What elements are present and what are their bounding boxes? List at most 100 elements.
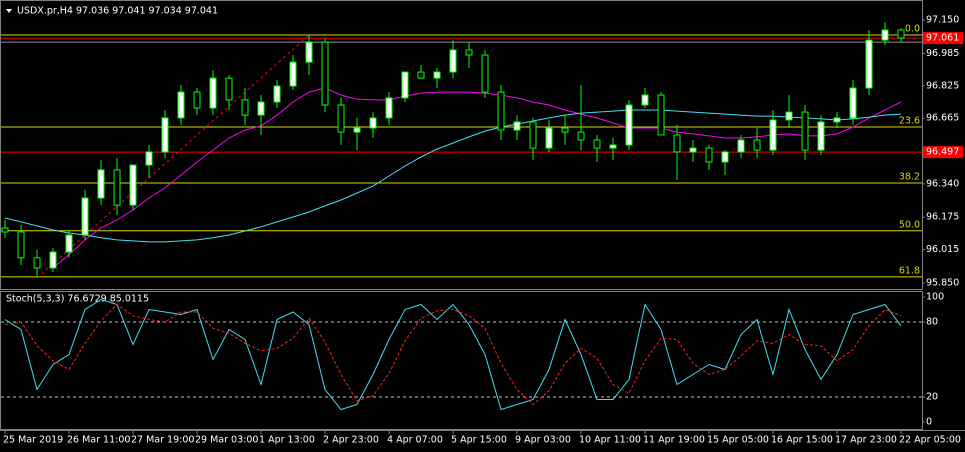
candle-body [817,121,825,151]
candle-body [33,257,41,269]
fib-label: 38.2 [899,172,920,183]
fib-label: 50.0 [899,219,920,230]
y-tick-label: 96.015 [926,244,959,255]
candle-body [641,94,649,106]
candle-body [657,94,665,136]
candle-body [81,197,89,236]
candle-body [193,91,201,109]
candle-body [305,41,313,63]
candle-body [289,61,297,87]
x-tick-label: 11 Apr 19:00 [643,435,705,446]
candle-body [177,91,185,119]
series-line [4,298,902,411]
x-tick-label: 15 Apr 05:00 [707,435,769,446]
candle-body [49,251,57,269]
x-tick-label: 25 Mar 2019 [3,435,63,446]
price-label-box [923,146,963,159]
price-label: 96.497 [926,147,959,158]
candle-body [97,169,105,199]
y-tick-label: 96.825 [926,80,959,91]
candle-body [753,139,761,151]
x-tick-label: 2 Apr 23:00 [323,435,379,446]
candle-body [433,71,441,79]
candle-body [769,119,777,151]
candle-body [449,49,457,73]
fib-label: 61.8 [899,265,920,276]
series-line [52,87,902,269]
candle-body [129,164,137,206]
series-line [4,303,902,406]
candle-body [545,127,553,149]
x-tick-label: 22 Apr 05:00 [899,435,961,446]
x-tick-label: 16 Apr 15:00 [771,435,833,446]
candle-body [529,121,537,149]
fib-label: 23.6 [899,116,920,127]
y-tick-label: 20 [926,392,938,403]
candle-body [785,111,793,121]
candle-body [609,144,617,149]
candle-body [561,127,569,133]
candle-body [369,117,377,129]
fib-label: 0.0 [905,24,920,35]
candle-body [257,101,265,116]
chart-title: USDX.pr,H4 97.036 97.041 97.034 97.041 [17,6,218,17]
candle-body [593,139,601,149]
candle-body [65,234,73,253]
y-tick-label: 96.175 [926,212,959,223]
candle-body [321,41,329,106]
candle-body [705,147,713,163]
candle-body [801,111,809,151]
candle-body [353,127,361,133]
candle-body [465,49,473,56]
x-tick-label: 1 Apr 13:00 [259,435,315,446]
candle-body [497,91,505,131]
fib-trend [36,34,310,279]
candle-body [721,151,729,163]
candle-body [625,104,633,146]
y-tick-label: 97.150 [926,15,959,26]
x-tick-label: 27 Mar 19:00 [131,435,194,446]
candle-body [673,134,681,153]
stoch-title: Stoch(5,3,3) 76.6729 85.0115 [6,294,149,305]
candle-body [401,71,409,99]
series-line [4,109,902,243]
candle-body [865,39,873,89]
x-tick-label: 9 Apr 03:00 [515,435,571,446]
y-tick-label: 96.665 [926,113,959,124]
candle-body [689,147,697,153]
y-tick-label: 100 [926,292,944,303]
candle-body [481,54,489,93]
collapse-icon[interactable] [6,9,12,13]
candle-body [385,97,393,119]
candle-body [273,85,281,103]
candle-body [417,71,425,79]
candle-body [849,87,857,119]
candle-body [881,29,889,41]
main-panel [0,0,923,290]
candle-body [113,169,121,206]
y-tick-label: 96.985 [926,48,959,59]
candle-body [833,117,841,123]
candle-body [737,139,745,153]
y-tick-label: 80 [926,317,938,328]
candle-body [897,29,905,39]
x-tick-label: 17 Apr 23:00 [835,435,897,446]
candle-body [241,99,249,116]
x-tick-label: 26 Mar 11:00 [67,435,130,446]
candle-body [17,231,25,259]
candle-body [513,121,521,131]
candle-body [161,117,169,153]
candle-body [145,151,153,166]
x-tick-label: 10 Apr 11:00 [579,435,641,446]
y-tick-label: 0 [926,417,932,428]
x-tick-label: 4 Apr 07:00 [387,435,443,446]
y-tick-label: 95.850 [926,277,959,288]
candle-body [1,227,9,233]
price-label: 97.061 [926,33,959,44]
candle-body [577,131,585,141]
stoch-panel [0,291,923,430]
candle-body [337,104,345,133]
x-tick-label: 5 Apr 15:00 [451,435,507,446]
